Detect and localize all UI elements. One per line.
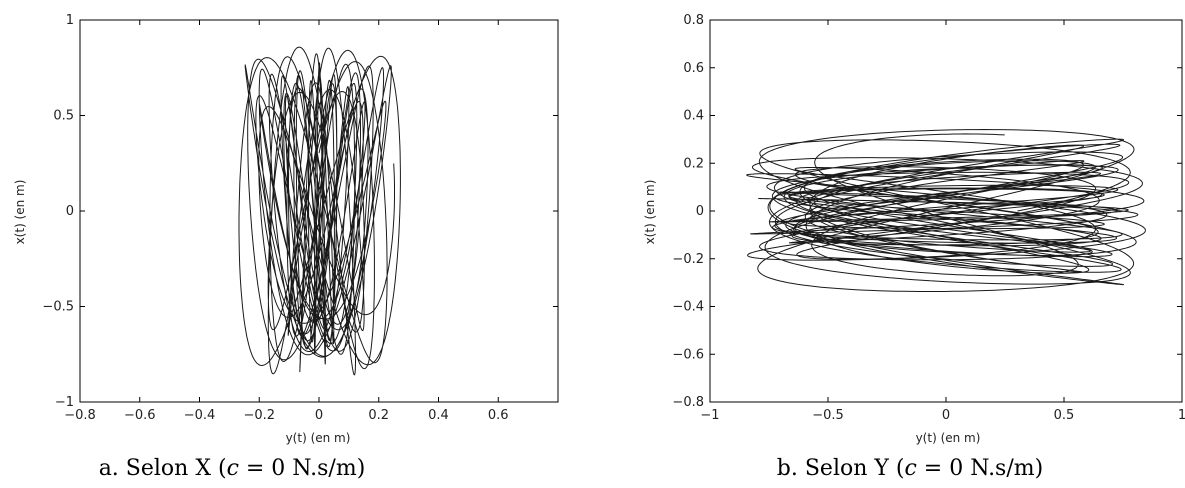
x-tick-label: 0.4 <box>428 408 449 423</box>
y-tick-label: −1 <box>55 395 74 410</box>
trajectory-line-a <box>238 46 401 376</box>
x-ticks-b: −1 −0.5 0 0.5 1 <box>700 20 1185 423</box>
x-tick-label: −0.5 <box>812 408 844 423</box>
trajectory-line-b <box>746 129 1146 292</box>
x-tick-label: 0.6 <box>488 408 509 423</box>
y-tick-label: 0.4 <box>683 109 704 124</box>
y-tick-label: −0.5 <box>42 300 74 315</box>
x-tick-label: 0.5 <box>1054 408 1075 423</box>
y-tick-label: 0.2 <box>683 156 704 171</box>
caption-b: b. Selon Y (c = 0 N.s/m) <box>777 456 1043 481</box>
caption-a: a. Selon X (c = 0 N.s/m) <box>99 456 366 481</box>
x-tick-label: −0.6 <box>124 408 156 423</box>
y-tick-label: 1 <box>66 13 74 28</box>
y-tick-label: 0 <box>696 204 704 219</box>
x-axis-label-b: y(t) (en m) <box>916 431 981 445</box>
y-ticks-a: −1 −0.5 0 0.5 1 <box>42 13 558 410</box>
y-tick-label: −0.6 <box>672 347 704 362</box>
panel-b: −1 −0.5 0 0.5 1 −0.8 −0.6 −0.4 −0.2 0 0.2 0.4 0.6 0.… <box>643 13 1185 481</box>
y-tick-label: 0.5 <box>53 109 74 124</box>
x-tick-label: −0.2 <box>243 408 275 423</box>
x-tick-label: −0.8 <box>64 408 96 423</box>
x-tick-label: 0.2 <box>368 408 389 423</box>
y-tick-label: 0 <box>66 204 74 219</box>
x-tick-label: 0 <box>315 408 323 423</box>
x-tick-label: 1 <box>1178 408 1185 423</box>
y-tick-label: −0.4 <box>672 300 704 315</box>
x-tick-label: −1 <box>700 408 719 423</box>
x-ticks-a: −0.8 −0.6 −0.4 −0.2 0 0.2 0.4 0.6 <box>64 20 509 423</box>
y-tick-label: 0.6 <box>683 61 704 76</box>
panel-a: −0.8 −0.6 −0.4 −0.2 0 0.2 0.4 0.6 −1 −0.5 0 0.5 1 y… <box>13 13 559 481</box>
x-tick-label: 0 <box>942 408 950 423</box>
x-axis-label-a: y(t) (en m) <box>286 431 351 445</box>
y-axis-label-a: x(t) (en m) <box>13 180 27 245</box>
y-tick-label: −0.8 <box>672 395 704 410</box>
y-axis-label-b: x(t) (en m) <box>643 180 657 245</box>
y-tick-label: −0.2 <box>672 252 704 267</box>
y-tick-label: 0.8 <box>683 13 704 28</box>
x-tick-label: −0.4 <box>184 408 216 423</box>
y-ticks-b: −0.8 −0.6 −0.4 −0.2 0 0.2 0.4 0.6 0.8 <box>672 13 1182 410</box>
